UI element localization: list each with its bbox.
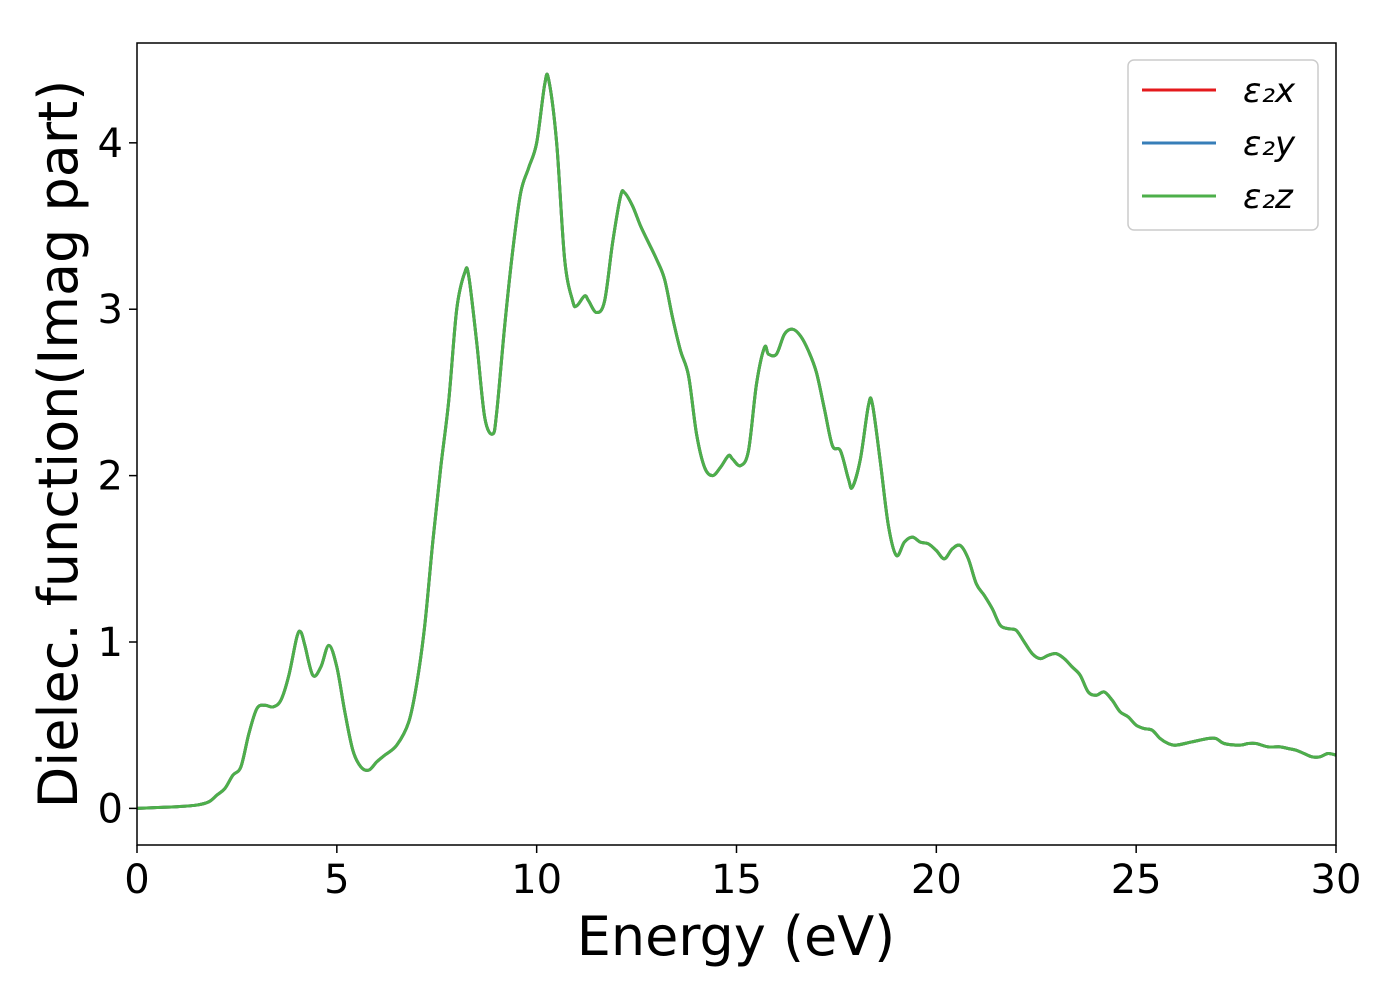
y-axis: 0 1 2 3 4	[98, 121, 137, 832]
legend: ε₂x ε₂y ε₂z	[1127, 59, 1319, 231]
series-line-2	[136, 72, 1337, 810]
series-layer	[136, 72, 1337, 810]
x-tick-label: 30	[1311, 857, 1362, 903]
legend-label-1: ε₂y	[1243, 124, 1296, 164]
legend-box	[1127, 59, 1319, 231]
y-axis-label: Dielec. function(Imag part)	[27, 80, 90, 809]
legend-label-0: ε₂x	[1243, 71, 1296, 111]
legend-label-2: ε₂z	[1243, 177, 1294, 217]
y-tick-label: 1	[98, 620, 123, 666]
y-tick-label: 3	[98, 287, 123, 333]
x-tick-label: 10	[511, 857, 562, 903]
x-tick-label: 0	[124, 857, 149, 903]
x-tick-label: 25	[1111, 857, 1162, 903]
y-tick-label: 0	[98, 786, 123, 832]
y-tick-label: 2	[98, 454, 123, 500]
x-tick-label: 5	[324, 857, 349, 903]
y-tick-label: 4	[98, 121, 123, 167]
x-tick-label: 20	[911, 857, 962, 903]
x-axis: 0 5 10 15 20 25 30	[124, 845, 1361, 903]
x-axis-label: Energy (eV)	[577, 905, 896, 968]
x-tick-label: 15	[711, 857, 762, 903]
